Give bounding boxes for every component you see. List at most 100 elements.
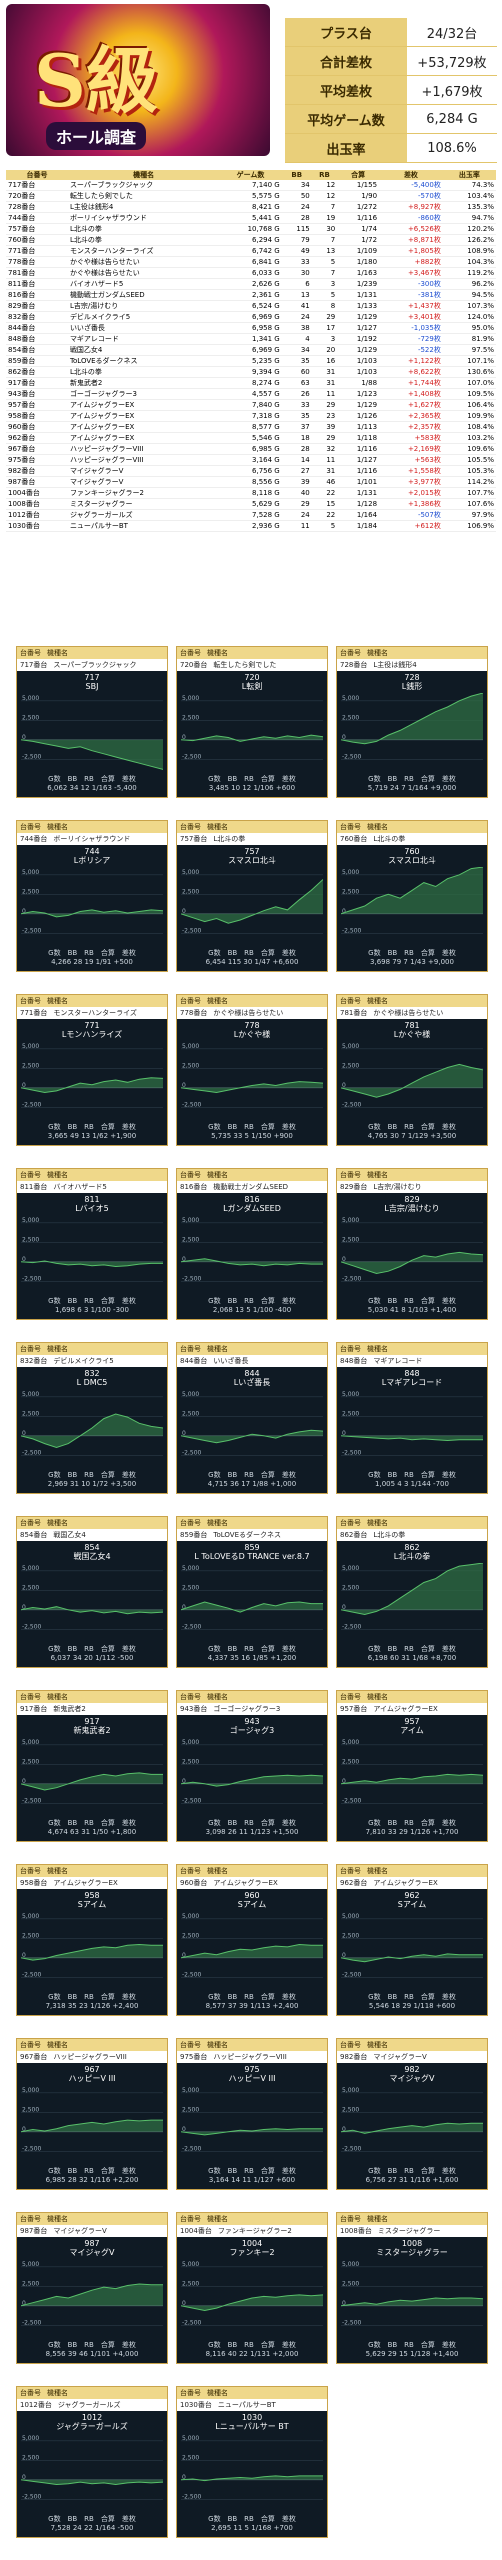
machine-chart-card[interactable]: 台番号 機種名 771番台 モンスターハンターライズ 771 Lモンハンライズ 5,000 2…: [16, 994, 168, 1146]
table-row[interactable]: 811番台 バイオハザード5 2,626 G 6 3 1/239 -300枚 96.2%: [6, 278, 496, 290]
machine-chart-card[interactable]: 台番号 機種名 816番台 機動戦士ガンダムSEED 816 LガンダムSEED 5,000…: [176, 1168, 328, 1320]
machine-chart-card[interactable]: 台番号 機種名 829番台 L吉宗/湯けむり 829 L吉宗/湯けむり 5,000 2,500…: [336, 1168, 488, 1320]
table-cell: -5,400枚: [379, 180, 443, 191]
table-row[interactable]: 744番台 ボーリイシャザラウンド 5,441 G 28 19 1/116 -860枚 94.…: [6, 212, 496, 224]
table-cell: 28: [281, 443, 312, 455]
card-label-no: 台番号: [340, 1345, 361, 1353]
machine-chart-card[interactable]: 台番号 機種名 975番台 ハッピージャグラーVIII 975 ハッピーV III 5,00…: [176, 2038, 328, 2190]
slump-chart: 5,000 2,500 0 -2,500: [341, 1391, 483, 1456]
machine-chart-card[interactable]: 台番号 機種名 982番台 マイジャグラーV 982 マイジャグV 5,000 2,500 0-…: [336, 2038, 488, 2190]
machine-chart-card[interactable]: 台番号 機種名 859番台 ToLOVEるダークネス 859 L ToLOVEるD TRA…: [176, 1516, 328, 1668]
card-stats: G数 BB RB 合算 差枚 5,030 41 8 1/103 +1,400: [337, 1297, 487, 1315]
axis-tick-label: 0: [342, 2126, 346, 2133]
machine-chart-card[interactable]: 台番号 機種名 862番台 L北斗の拳 862 L北斗の拳 5,000 2,500 0 -2,50…: [336, 1516, 488, 1668]
table-row[interactable]: 844番台 いいざ番長 6,958 G 38 17 1/127 -1,035枚 95.0%: [6, 322, 496, 334]
table-row[interactable]: 720番台 転生したら剣でした 5,575 G 50 12 1/90 -570枚 103.4%: [6, 190, 496, 202]
machine-chart-card[interactable]: 台番号 機種名 844番台 いいざ番長 844 Lいざ番長 5,000 2,500 0 -2,50…: [176, 1342, 328, 1494]
table-row[interactable]: 832番台 デビルメイクライ5 6,969 G 24 29 1/129 +3,401枚 124…: [6, 311, 496, 323]
table-cell: 79: [281, 234, 312, 246]
table-cell: 109.5%: [442, 388, 496, 400]
machine-chart-card[interactable]: 台番号 機種名 760番台 L北斗の拳 760 スマスロ北斗 5,000 2,500 0 -2,5…: [336, 820, 488, 972]
card-stats: G数 BB RB 合算 差枚 4,266 28 19 1/91 +500: [17, 949, 167, 967]
card-title-name: L転剣: [241, 682, 263, 691]
table-row[interactable]: 771番台 モンスターハンターライズ 6,742 G 49 13 1/109 +1,805枚…: [6, 245, 496, 257]
table-cell: マギアレコード: [67, 333, 220, 345]
table-row[interactable]: 728番台 L主役は銭形4 8,421 G 24 7 1/272 +8,927枚 135.3%: [6, 201, 496, 213]
machine-chart-card[interactable]: 台番号 機種名 943番台 ゴーゴージャグラー3 943 ゴージャグ3 5,000 2,500…: [176, 1690, 328, 1842]
machine-chart-card[interactable]: 台番号 機種名 957番台 アイムジャグラーEX 957 アイム 5,000 2,500 0 -2…: [336, 1690, 488, 1842]
table-cell: 1/126: [337, 410, 380, 422]
table-cell: +3,401枚: [379, 311, 443, 323]
machine-chart-card[interactable]: 台番号 機種名 917番台 新鬼武者2 917 新鬼武者2 5,000 2,500 0 -2,50…: [16, 1690, 168, 1842]
table-row[interactable]: 962番台 アイムジャグラーEX 5,546 G 18 29 1/118 +583枚 103.…: [6, 432, 496, 444]
machine-chart-card[interactable]: 台番号 機種名 967番台 ハッピージャグラーVIII 967 ハッピーV III 5,00…: [16, 2038, 168, 2190]
card-machine-name: マイジャグラーV: [373, 2053, 427, 2061]
card-stats-labels: G数 BB RB 合算 差枚: [48, 1819, 136, 1827]
machine-chart-card[interactable]: 台番号 機種名 1030番台 ニューパルサーBT 1030 Lニューパルサー BT 5,00…: [176, 2386, 328, 2538]
table-row[interactable]: 781番台 かぐや様は告らせたい 6,033 G 30 7 1/163 +3,467枚 119…: [6, 267, 496, 279]
slump-area: [341, 1064, 483, 1098]
machine-chart-card[interactable]: 台番号 機種名 1008番台 ミスタージャグラー 1008 ミスタージャグラー 5,000 2…: [336, 2212, 488, 2364]
table-row[interactable]: 854番台 戦国乙女4 6,969 G 34 20 1/129 -522枚 97.5%: [6, 344, 496, 356]
table-row[interactable]: 957番台 アイムジャグラーEX 7,840 G 33 29 1/129 +1,627枚 10…: [6, 399, 496, 411]
table-row[interactable]: 982番台 マイジャグラーV 6,756 G 27 31 1/116 +1,558枚 105.…: [6, 465, 496, 477]
machine-chart-card[interactable]: 台番号 機種名 1012番台 ジャグラーガールズ 1012 ジャグラーガールズ 5,000 2…: [16, 2386, 168, 2538]
table-row[interactable]: 1012番台 ジャグラーガールズ 7,528 G 24 22 1/164 -507枚 97.9…: [6, 509, 496, 521]
card-subheader: 781番台 かぐや様は告らせたい: [337, 1007, 487, 1019]
machine-chart-card[interactable]: 台番号 機種名 960番台 アイムジャグラーEX 960 Sアイム 5,000 2,500 0-…: [176, 1864, 328, 2016]
machine-chart-card[interactable]: 台番号 機種名 778番台 かぐや様は告らせたい 778 Lかぐや様 5,000 2,500 0…: [176, 994, 328, 1146]
machine-chart-card[interactable]: 台番号 機種名 720番台 転生したら剣でした 720 L転剣 5,000 2,500 0 -2,…: [176, 646, 328, 798]
machine-chart-card[interactable]: 台番号 機種名 728番台 L主役は銭形4 728 L銭形 5,000 2,500 0 -2,50…: [336, 646, 488, 798]
table-row[interactable]: 975番台 ハッピージャグラーVIII 3,164 G 14 11 1/127 +563枚 1…: [6, 454, 496, 466]
machine-chart-card[interactable]: 台番号 機種名 1004番台 ファンキージャグラー2 1004 ファンキー2 5,000 2,…: [176, 2212, 328, 2364]
card-header: 台番号 機種名: [17, 995, 167, 1007]
table-row[interactable]: 960番台 アイムジャグラーEX 8,577 G 37 39 1/113 +2,357枚 10…: [6, 421, 496, 433]
card-machine-name: ジャグラーガールズ: [57, 2401, 121, 2409]
card-stats-labels: G数 BB RB 合算 差枚: [368, 2341, 456, 2349]
machine-chart-card[interactable]: 台番号 機種名 987番台 マイジャグラーV 987 マイジャグV 5,000 2,500 0-…: [16, 2212, 168, 2364]
card-stats-labels: G数 BB RB 合算 差枚: [208, 2515, 296, 2523]
table-cell: 27: [281, 465, 312, 477]
table-row[interactable]: 987番台 マイジャグラーV 8,556 G 39 46 1/101 +3,977枚 114.…: [6, 476, 496, 488]
table-row[interactable]: 848番台 マギアレコード 1,341 G 4 3 1/192 -729枚 81.9%: [6, 333, 496, 345]
card-subheader: 832番台 デビルメイクライ5: [17, 1355, 167, 1367]
card-label-name: 機種名: [47, 1693, 68, 1701]
card-label-no: 台番号: [340, 1867, 361, 1875]
table-row[interactable]: 859番台 ToLOVEるダークネス 5,235 G 35 16 1/103 +1,122枚…: [6, 355, 496, 367]
table-row[interactable]: 943番台 ゴーゴージャグラー3 4,557 G 26 11 1/123 +1,408枚 10…: [6, 388, 496, 400]
table-row[interactable]: 958番台 アイムジャグラーEX 7,318 G 35 23 1/126 +2,365枚 10…: [6, 410, 496, 422]
machine-chart-card[interactable]: 台番号 機種名 958番台 アイムジャグラーEX 958 Sアイム 5,000 2,500 0-…: [16, 1864, 168, 2016]
table-cell: 96.2%: [442, 278, 496, 290]
table-row[interactable]: 757番台 L北斗の拳 10,768 G 115 30 1/74 +6,526枚 120.2%: [6, 223, 496, 235]
table-row[interactable]: 778番台 かぐや様は告らせたい 6,841 G 33 5 1/180 +882枚 104.3…: [6, 256, 496, 268]
axis-tick-label: 0: [182, 2126, 186, 2133]
table-row[interactable]: 862番台 L北斗の拳 9,394 G 60 31 1/103 +8,622枚 130.6%: [6, 366, 496, 378]
table-row[interactable]: 1004番台 ファンキージャグラー2 8,118 G 40 22 1/131 +2,015枚…: [6, 487, 496, 499]
machine-chart-card[interactable]: 台番号 機種名 832番台 デビルメイクライ5 832 L DMC5 5,000 2,500 0…: [16, 1342, 168, 1494]
table-row[interactable]: 760番台 L北斗の拳 6,294 G 79 7 1/72 +8,871枚 126.2%: [6, 234, 496, 246]
machine-chart-card[interactable]: 台番号 機種名 848番台 マギアレコード 848 Lマギアレコード 5,000 2,500 0…: [336, 1342, 488, 1494]
table-cell: 1/123: [337, 388, 380, 400]
table-row[interactable]: 1030番台 ニューパルサーBT 2,936 G 11 5 1/184 +612枚 106.9…: [6, 520, 496, 532]
table-row[interactable]: 717番台 スーパーブラックジャック 7,140 G 34 12 1/155 -5,400枚…: [6, 180, 496, 191]
card-chart-title: 829 L吉宗/湯けむり: [337, 1195, 487, 1213]
machine-chart-card[interactable]: 台番号 機種名 757番台 L北斗の拳 757 スマスロ北斗 5,000 2,500 0 -2,5…: [176, 820, 328, 972]
table-cell: 1/180: [337, 256, 380, 268]
card-label-name: 機種名: [367, 1171, 388, 1179]
slump-area: [21, 1414, 163, 1448]
machine-chart-card[interactable]: 台番号 機種名 962番台 アイムジャグラーEX 962 Sアイム 5,000 2,500 0-…: [336, 1864, 488, 2016]
table-row[interactable]: 816番台 機動戦士ガンダムSEED 2,361 G 13 5 1/131 -381枚 94.…: [6, 289, 496, 301]
machine-chart-card[interactable]: 台番号 機種名 744番台 ボーリイシャザラウンド 744 Lボリシア 5,000 2,500…: [16, 820, 168, 972]
axis-tick-label: 2,500: [182, 1584, 199, 1591]
table-row[interactable]: 1008番台 ミスタージャグラー 5,629 G 29 15 1/128 +1,386枚 10…: [6, 498, 496, 510]
machine-chart-card[interactable]: 台番号 機種名 717番台 スーパーブラックジャック 717 SBJ 5,000 2,500 0…: [16, 646, 168, 798]
table-row[interactable]: 917番台 新鬼武者2 8,274 G 63 31 1/88 +1,744枚 107.0%: [6, 377, 496, 389]
table-row[interactable]: 829番台 L吉宗/湯けむり 6,524 G 41 8 1/133 +1,437枚 107.3…: [6, 300, 496, 312]
table-row[interactable]: 967番台 ハッピージャグラーVIII 6,985 G 28 32 1/116 +2,169…: [6, 443, 496, 455]
axis-tick-label: -2,500: [342, 1275, 362, 1282]
machine-chart-card[interactable]: 台番号 機種名 854番台 戦国乙女4 854 戦国乙女4 5,000 2,500 0 -2,50…: [16, 1516, 168, 1668]
card-title-number: 832: [84, 1369, 100, 1378]
machine-chart-card[interactable]: 台番号 機種名 811番台 バイオハザード5 811 Lバイオ5 5,000 2,500 0 -2…: [16, 1168, 168, 1320]
machine-chart-card[interactable]: 台番号 機種名 781番台 かぐや様は告らせたい 781 Lかぐや様 5,000 2,500 0…: [336, 994, 488, 1146]
card-title-name: ミスタージャグラー: [376, 2248, 448, 2257]
